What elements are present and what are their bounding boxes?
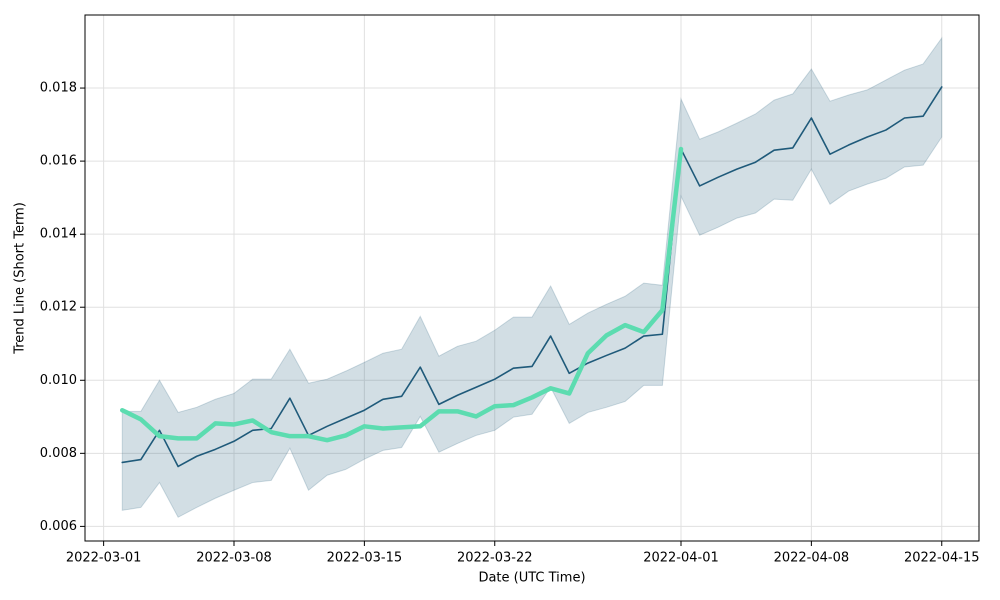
x-tick-label: 2022-03-08 — [196, 551, 272, 566]
trend-line — [121, 86, 943, 468]
x-tick-label: 2022-03-01 — [66, 551, 142, 566]
x-axis-label: Date (UTC Time) — [478, 571, 585, 586]
y-tick-label: 0.012 — [40, 300, 77, 315]
y-tick-label: 0.010 — [40, 373, 77, 388]
y-tick-label: 0.008 — [40, 446, 77, 461]
y-tick-label: 0.006 — [40, 519, 77, 534]
x-tick-label: 2022-03-22 — [457, 551, 533, 566]
y-tick-label: 0.018 — [40, 81, 77, 96]
y-tick-label: 0.014 — [40, 227, 77, 242]
plot-frame — [84, 14, 980, 542]
x-tick-label: 2022-03-15 — [327, 551, 403, 566]
x-tick-label: 2022-04-15 — [904, 551, 980, 566]
x-tick-label: 2022-04-01 — [643, 551, 719, 566]
trend-line — [120, 146, 684, 443]
confidence-band — [121, 36, 943, 518]
y-tick-label: 0.016 — [40, 154, 77, 169]
x-tick-label: 2022-04-08 — [774, 551, 850, 566]
y-axis-label: Trend Line (Short Term) — [13, 202, 28, 355]
